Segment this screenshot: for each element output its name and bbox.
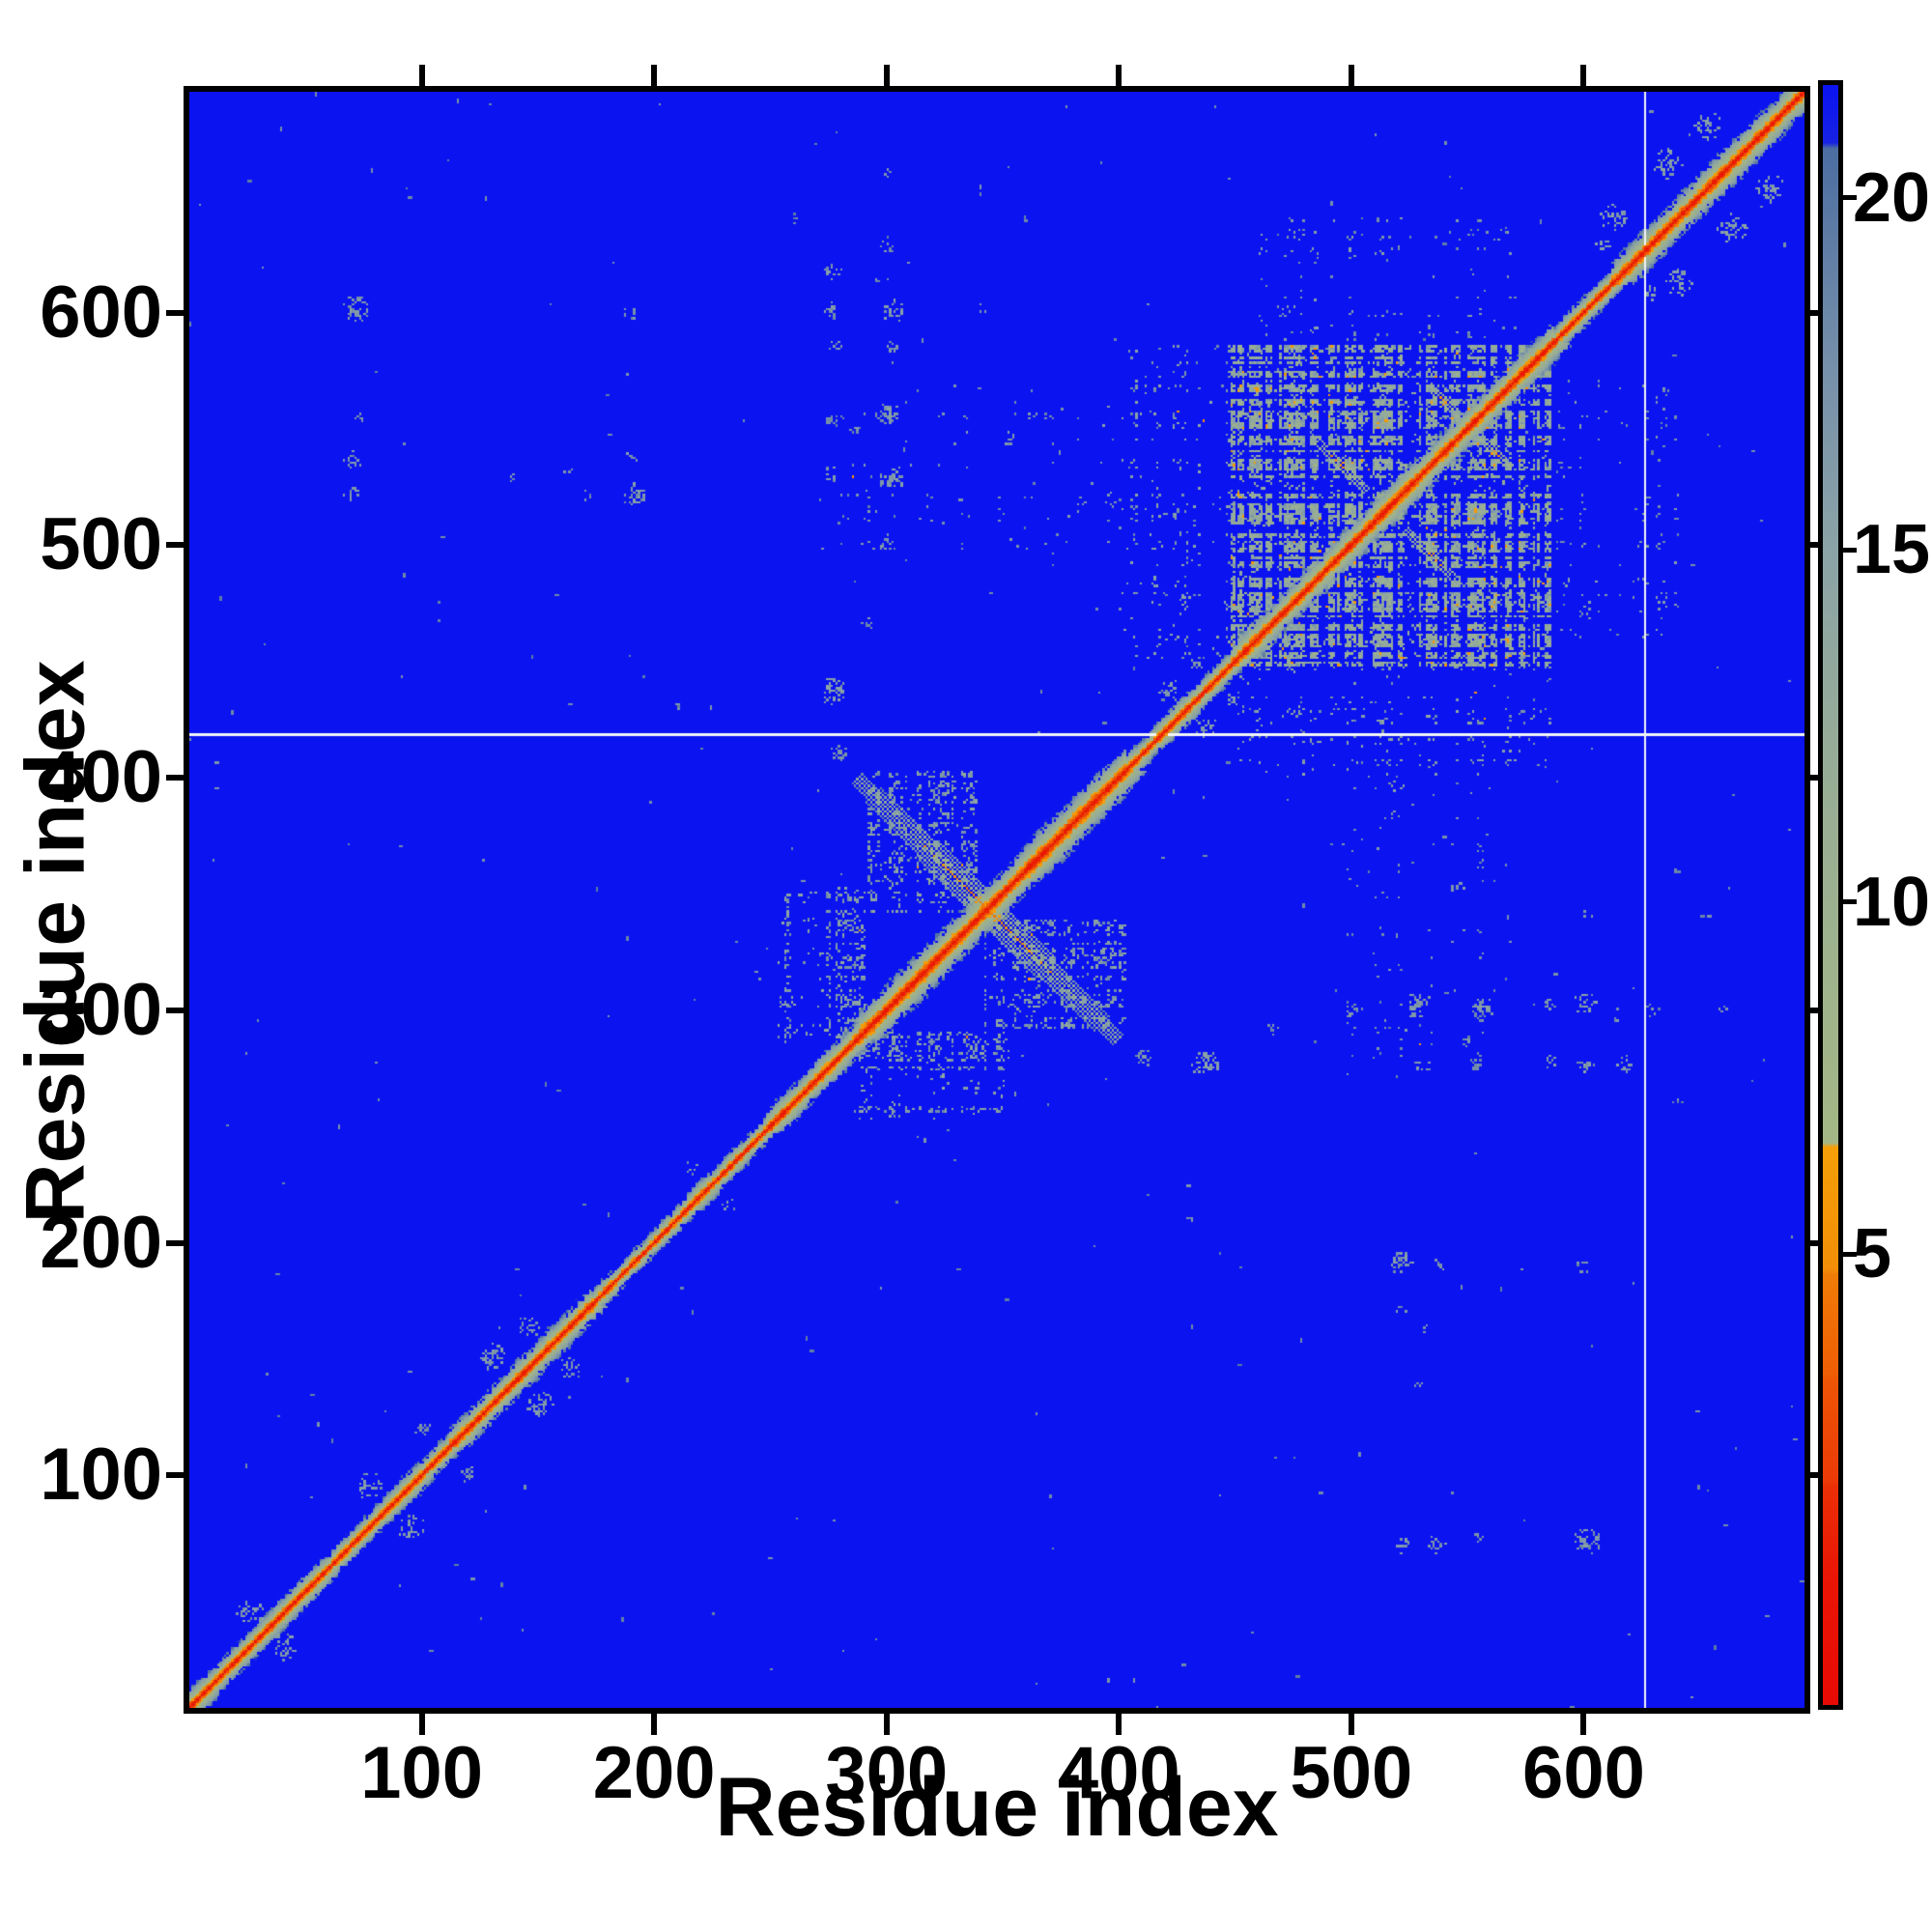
x-tick-label: 200 — [592, 1732, 716, 1814]
y-tick-label: 200 — [40, 1201, 162, 1284]
tick-mark — [1810, 309, 1822, 316]
colorbar-tick-mark — [1843, 899, 1857, 905]
colorbar-tick-label: 10 — [1853, 863, 1931, 941]
colorbar-tick-label: 20 — [1853, 158, 1931, 237]
y-tick-label: 600 — [40, 270, 162, 354]
tick-mark — [883, 65, 890, 86]
y-tick-label: 400 — [40, 736, 162, 819]
x-tick-label: 300 — [825, 1732, 949, 1814]
tick-mark — [166, 1239, 184, 1246]
x-axis-label: Residue index — [715, 1761, 1279, 1854]
tick-mark — [1348, 65, 1354, 86]
tick-mark — [1116, 65, 1122, 86]
heatmap-canvas — [189, 92, 1804, 1708]
colorbar-frame — [1818, 80, 1843, 1710]
tick-mark — [1810, 1239, 1822, 1246]
tick-mark — [651, 65, 658, 86]
colorbar-tick-mark — [1843, 1251, 1857, 1257]
colorbar-tick-label: 15 — [1853, 511, 1931, 589]
tick-mark — [1810, 1007, 1822, 1013]
x-tick-label: 600 — [1522, 1732, 1645, 1814]
tick-mark — [418, 65, 425, 86]
colorbar-tick-label: 5 — [1853, 1215, 1892, 1293]
tick-mark — [166, 309, 184, 316]
tick-mark — [1810, 775, 1822, 781]
tick-mark — [1580, 1714, 1587, 1735]
tick-mark — [883, 1714, 890, 1735]
y-tick-label: 500 — [40, 503, 162, 586]
tick-mark — [166, 1472, 184, 1479]
colorbar-tick-mark — [1843, 195, 1857, 201]
tick-mark — [1580, 65, 1587, 86]
y-tick-label: 300 — [40, 968, 162, 1051]
colorbar-gradient — [1823, 85, 1838, 1705]
tick-mark — [166, 775, 184, 781]
x-tick-label: 400 — [1057, 1732, 1180, 1814]
tick-mark — [1810, 542, 1822, 549]
tick-mark — [1116, 1714, 1122, 1735]
y-tick-label: 100 — [40, 1434, 162, 1517]
tick-mark — [651, 1714, 658, 1735]
tick-mark — [1810, 1472, 1822, 1479]
tick-mark — [1348, 1714, 1354, 1735]
x-tick-label: 500 — [1290, 1732, 1413, 1814]
tick-mark — [418, 1714, 425, 1735]
y-axis-label: Residue index — [9, 660, 102, 1224]
colorbar-tick-mark — [1843, 547, 1857, 553]
tick-mark — [166, 542, 184, 549]
tick-mark — [166, 1007, 184, 1013]
x-tick-label: 100 — [360, 1732, 483, 1814]
